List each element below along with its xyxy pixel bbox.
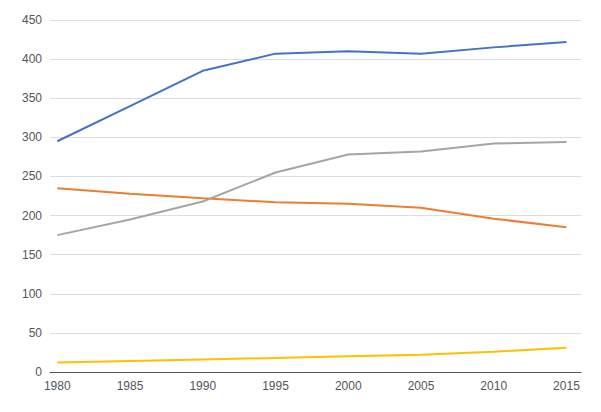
svg-text:2005: 2005 xyxy=(408,379,435,393)
svg-text:2015: 2015 xyxy=(553,379,580,393)
svg-text:1985: 1985 xyxy=(117,379,144,393)
svg-text:150: 150 xyxy=(22,248,42,262)
svg-text:200: 200 xyxy=(22,209,42,223)
svg-text:100: 100 xyxy=(22,287,42,301)
svg-text:2010: 2010 xyxy=(480,379,507,393)
svg-text:1980: 1980 xyxy=(44,379,71,393)
svg-text:0: 0 xyxy=(35,365,42,379)
svg-text:250: 250 xyxy=(22,169,42,183)
svg-text:1995: 1995 xyxy=(262,379,289,393)
svg-text:450: 450 xyxy=(22,13,42,27)
svg-text:50: 50 xyxy=(29,326,43,340)
svg-text:300: 300 xyxy=(22,130,42,144)
svg-text:350: 350 xyxy=(22,91,42,105)
svg-text:1990: 1990 xyxy=(189,379,216,393)
svg-text:400: 400 xyxy=(22,52,42,66)
svg-text:2000: 2000 xyxy=(335,379,362,393)
